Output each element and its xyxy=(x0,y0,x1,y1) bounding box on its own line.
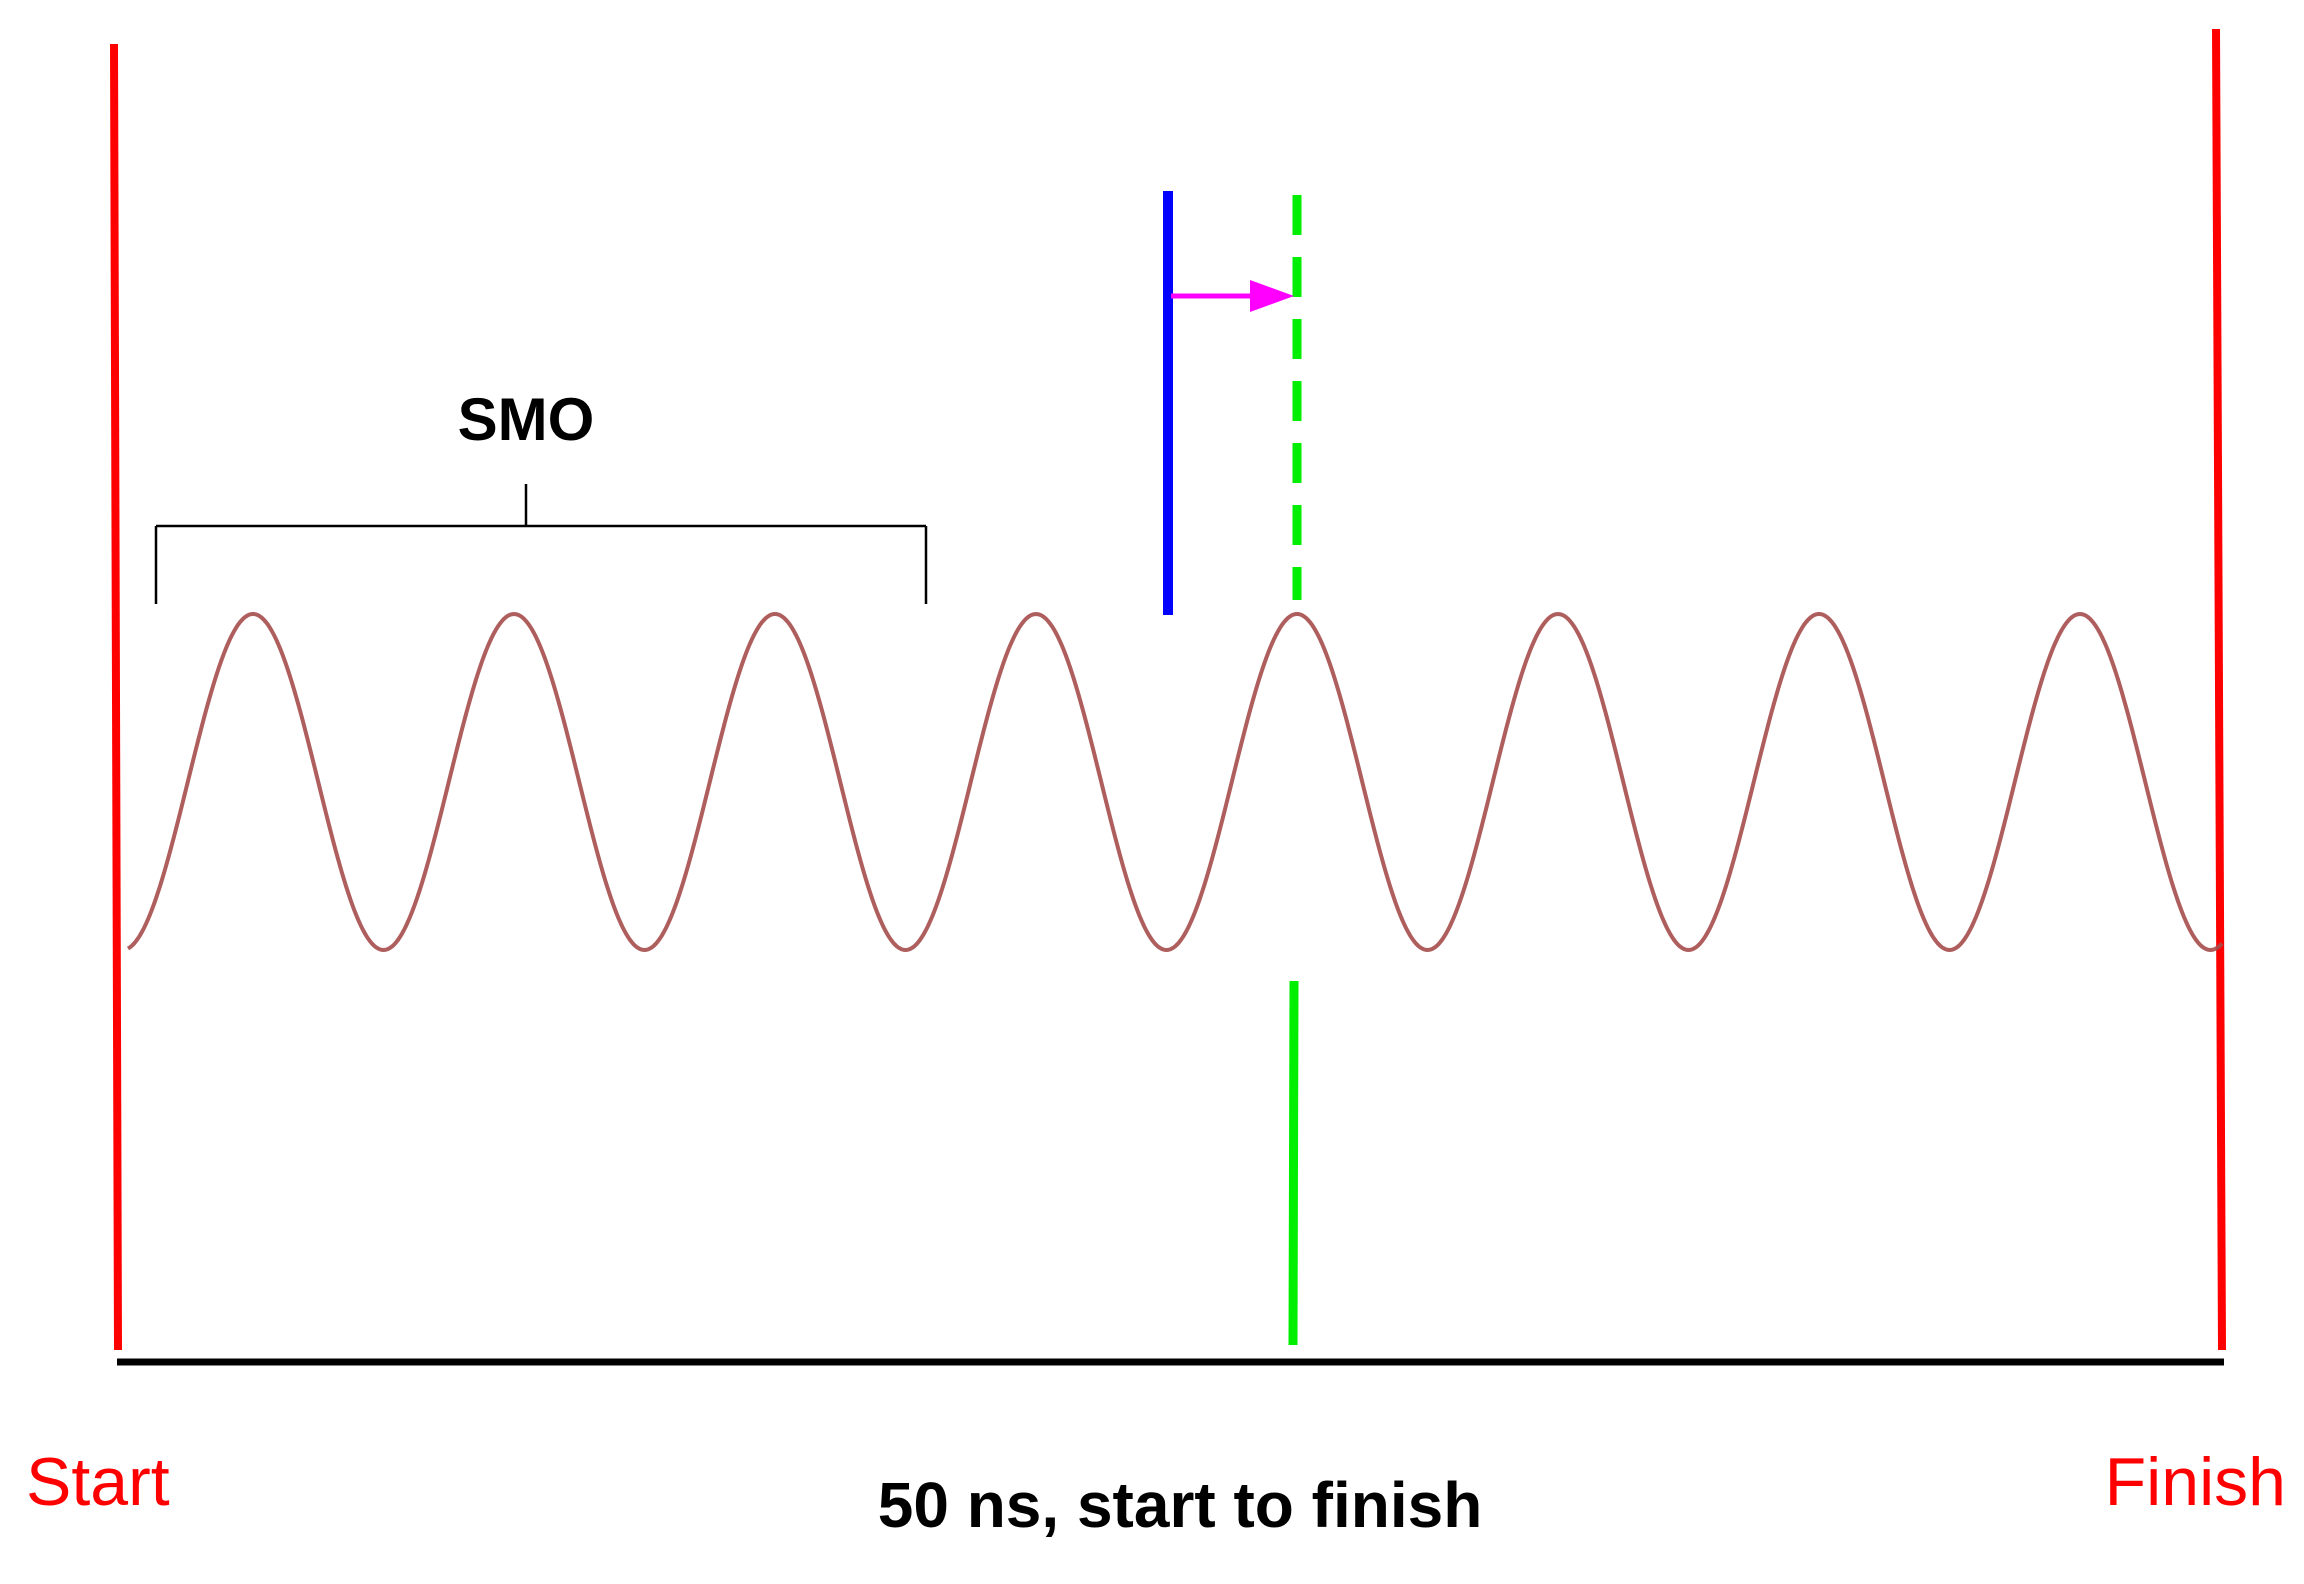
finish-label: Finish xyxy=(2105,1444,2286,1520)
green-solid-marker xyxy=(1288,980,1299,1346)
finish-line xyxy=(2212,28,2226,1351)
caption: 50 ns, start to finish xyxy=(878,1469,1483,1541)
start-line xyxy=(110,43,122,1351)
sine-wave xyxy=(126,611,2224,953)
shift-arrow-head xyxy=(1250,280,1294,312)
smo-bracket xyxy=(154,484,928,604)
smo-label: SMO xyxy=(458,386,595,453)
start-label: Start xyxy=(26,1444,170,1520)
